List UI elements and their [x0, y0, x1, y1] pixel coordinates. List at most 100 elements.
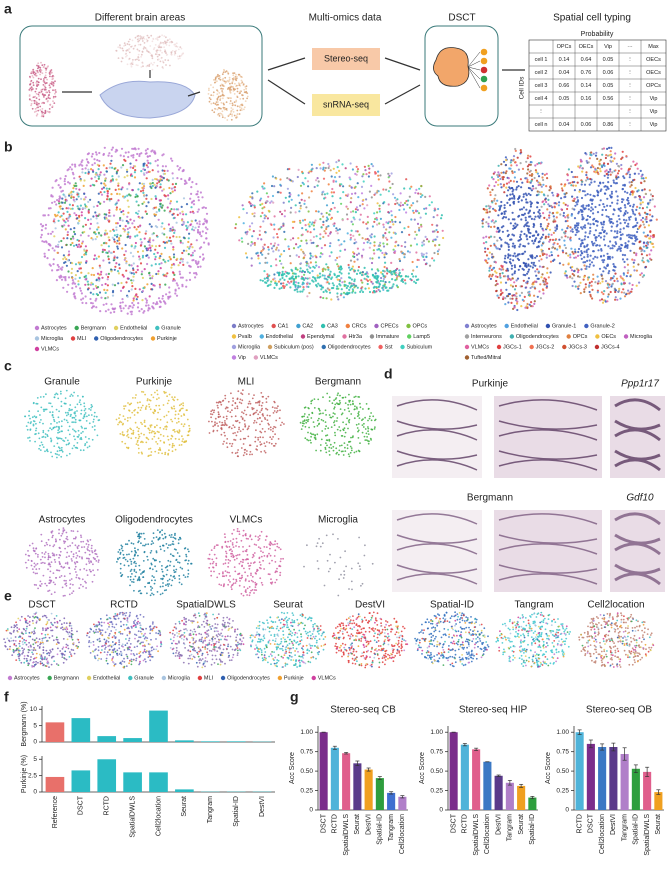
spot — [74, 263, 78, 266]
spot — [532, 261, 536, 264]
spot — [282, 224, 285, 227]
spot — [534, 270, 537, 273]
spot — [525, 160, 528, 163]
spot — [49, 207, 52, 210]
spot — [106, 278, 109, 281]
spot — [227, 72, 230, 75]
spot — [356, 182, 359, 185]
spot — [595, 244, 598, 247]
spot — [55, 203, 58, 206]
spot — [382, 284, 385, 287]
spot — [138, 255, 141, 258]
spot — [162, 67, 165, 70]
spot — [113, 234, 116, 237]
spot — [625, 225, 629, 228]
spot — [487, 257, 490, 260]
spot — [611, 247, 614, 250]
spot — [360, 185, 364, 188]
spot — [652, 245, 655, 249]
spot — [511, 294, 514, 297]
spot — [422, 239, 425, 242]
spot — [512, 158, 515, 161]
spot — [91, 283, 94, 286]
spot — [588, 232, 591, 235]
spot — [86, 288, 90, 291]
spot — [116, 192, 119, 195]
spot — [380, 276, 383, 280]
spot — [610, 184, 613, 188]
spot — [638, 240, 642, 243]
spot — [244, 100, 247, 102]
spot — [373, 235, 376, 238]
spot — [382, 188, 385, 191]
spot — [564, 246, 568, 250]
spot — [441, 229, 444, 232]
spot — [621, 200, 624, 204]
spot — [576, 271, 580, 274]
spot — [89, 291, 92, 294]
spot — [139, 224, 142, 227]
spot — [49, 70, 52, 72]
spot — [57, 265, 60, 268]
spot — [299, 267, 302, 270]
spot — [620, 291, 623, 294]
spot — [413, 280, 416, 283]
spot — [552, 211, 555, 215]
spot — [134, 58, 137, 61]
spot — [494, 220, 497, 223]
spot — [116, 233, 119, 236]
spot — [497, 183, 500, 186]
spot — [361, 237, 364, 240]
spot — [44, 74, 47, 77]
spot — [125, 219, 128, 223]
spot — [50, 81, 53, 83]
spot — [158, 257, 161, 260]
spot — [179, 261, 182, 264]
spot — [44, 111, 47, 114]
spot — [306, 277, 309, 280]
table-cell: 0.05 — [603, 57, 614, 63]
spot — [42, 94, 45, 97]
spot — [583, 275, 586, 278]
spot — [630, 290, 633, 293]
spot — [161, 34, 164, 37]
spot — [603, 185, 606, 188]
spot — [56, 269, 59, 272]
spot — [616, 230, 619, 233]
spot — [95, 180, 98, 183]
spot — [377, 178, 380, 181]
spot — [347, 263, 350, 267]
spot — [403, 253, 406, 256]
spot — [428, 204, 431, 207]
spot — [47, 207, 51, 210]
spot — [165, 293, 168, 296]
spot — [404, 241, 407, 244]
spot — [78, 214, 81, 217]
spot — [51, 247, 54, 250]
legend-label: Oligodendrocytes — [516, 334, 559, 340]
spot — [616, 172, 620, 175]
spot — [234, 76, 237, 78]
spot — [263, 277, 266, 280]
spot — [336, 263, 339, 266]
spot — [52, 100, 54, 103]
spot — [323, 230, 326, 233]
spot — [500, 171, 503, 174]
table-cell: Vip — [650, 96, 658, 102]
spot — [188, 232, 191, 235]
spot — [312, 235, 315, 239]
spot — [315, 235, 318, 238]
spot — [134, 165, 137, 168]
spot — [356, 286, 359, 289]
spot — [489, 225, 493, 229]
spot — [158, 46, 161, 49]
spot — [534, 256, 537, 259]
spot — [526, 302, 529, 306]
spot — [607, 256, 610, 259]
spot — [210, 94, 213, 96]
spot — [525, 234, 528, 237]
spot — [273, 228, 276, 231]
spot — [507, 253, 510, 256]
spot — [305, 242, 308, 245]
spot — [268, 274, 271, 277]
